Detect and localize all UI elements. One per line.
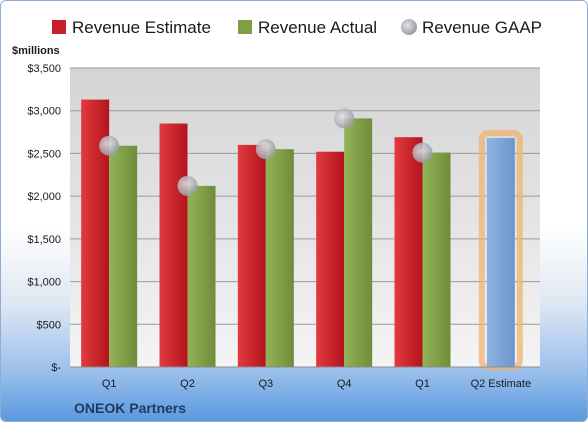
x-tick-label: Q4 xyxy=(337,378,352,390)
gaap-marker xyxy=(99,135,120,156)
plot-area xyxy=(70,68,540,367)
y-tick-label: $1,500 xyxy=(27,234,61,246)
bar-revenue-estimate xyxy=(394,137,423,367)
gaap-marker xyxy=(255,139,276,160)
x-tick-label: Q1 xyxy=(102,378,117,390)
chart-legend: Revenue Estimate Revenue Actual Revenue … xyxy=(52,18,542,37)
bar-revenue-actual xyxy=(265,149,294,367)
legend-marker-gaap xyxy=(401,19,417,35)
legend-swatch-actual xyxy=(238,20,252,34)
y-tick-label: $500 xyxy=(37,319,61,331)
legend-label-gaap: Revenue GAAP xyxy=(422,18,542,37)
y-tick-label: $2,000 xyxy=(27,191,61,203)
bars xyxy=(81,99,523,370)
bar-revenue-estimate xyxy=(237,144,266,367)
bar-revenue-actual xyxy=(344,118,373,367)
bar-revenue-actual xyxy=(109,145,138,367)
y-tick-label: $- xyxy=(51,362,61,374)
x-tick-label: Q2 Estimate xyxy=(471,378,532,390)
y-axis-unit-label: $millions xyxy=(12,45,60,57)
y-axis-ticks: $- $500 $1,000 $1,500 $2,000 $2,500 $3,000 $3,5… xyxy=(27,63,61,374)
bar-revenue-estimate xyxy=(159,123,188,368)
x-tick-label: Q1 xyxy=(415,378,430,390)
x-tick-label: Q2 xyxy=(180,378,195,390)
bar-revenue-estimate xyxy=(316,151,345,367)
y-tick-label: $3,000 xyxy=(27,106,61,118)
legend-swatch-estimate xyxy=(52,20,66,34)
y-tick-label: $3,500 xyxy=(27,63,61,75)
x-tick-label: Q3 xyxy=(258,378,273,390)
bar-revenue-actual xyxy=(422,152,451,367)
bar-revenue-forecast xyxy=(486,138,515,367)
gaap-markers xyxy=(99,108,433,196)
gaap-marker xyxy=(412,142,433,163)
gaap-marker xyxy=(177,175,198,196)
bar-revenue-actual xyxy=(187,185,216,367)
gaap-marker xyxy=(334,108,355,129)
y-tick-label: $1,000 xyxy=(27,277,61,289)
company-name: ONEOK Partners xyxy=(74,400,186,416)
y-tick-label: $2,500 xyxy=(27,148,61,160)
grid-lines xyxy=(70,67,540,325)
x-axis-ticks: Q1 Q2 Q3 Q4 Q1 Q2 Estimate xyxy=(102,378,531,390)
legend-label-estimate: Revenue Estimate xyxy=(72,18,211,37)
legend-label-actual: Revenue Actual xyxy=(258,18,377,37)
